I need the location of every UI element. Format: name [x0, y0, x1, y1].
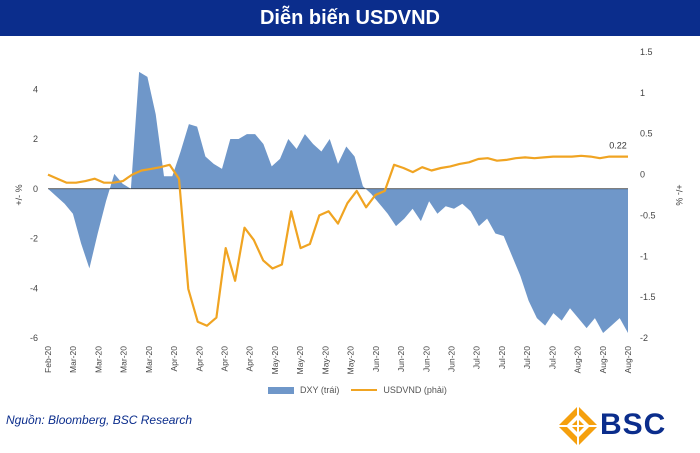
- y-right-tick-label: 0.5: [640, 129, 653, 139]
- x-tick-label: May-20: [295, 346, 305, 375]
- x-tick-label: Mar-20: [144, 346, 154, 373]
- x-tick-label: May-20: [346, 346, 356, 375]
- series-area-dxy: [48, 71, 628, 334]
- legend-label-dxy: DXY (trái): [300, 385, 340, 395]
- chart-title-bar: Diễn biến USDVND: [0, 0, 700, 36]
- x-tick-label: Jul-20: [497, 346, 507, 369]
- x-tick-label: Jul-20: [522, 346, 532, 369]
- legend-label-usdvnd: USDVND (phải): [383, 385, 447, 395]
- legend-item-dxy: DXY (trái): [268, 385, 339, 395]
- x-tick-label: Apr-20: [169, 346, 179, 372]
- y-right-tick-label: -1: [640, 251, 648, 261]
- x-tick-label: Mar-20: [93, 346, 103, 373]
- y-right-tick-label: -2: [640, 333, 648, 343]
- x-tick-label: Apr-20: [220, 346, 230, 372]
- x-tick-label: May-20: [320, 346, 330, 375]
- legend-item-usdvnd: USDVND (phải): [351, 385, 447, 395]
- chart-svg: 0.22 4 2 0 -2 -4 -6 1.5 1 0.5 0 -0.5 -1 -1.5 -2 +/- % +/…: [14, 47, 684, 375]
- legend: DXY (trái) USDVND (phải): [268, 383, 447, 397]
- y-right-tick-label: -0.5: [640, 210, 656, 220]
- y-left-tick-label: -4: [30, 283, 38, 293]
- y-right-axis-title: +/- %: [674, 184, 684, 205]
- x-tick-label: Jul-20: [547, 346, 557, 369]
- x-tick-label: Feb-20: [43, 346, 53, 373]
- series-line-usdvnd: [47, 154, 628, 327]
- x-tick-label: Jul-20: [472, 346, 482, 369]
- legend-swatch-usdvnd: [351, 389, 378, 391]
- x-tick-label: Aug-20: [623, 346, 633, 374]
- source-note: Nguồn: Bloomberg, BSC Research: [6, 413, 193, 427]
- y-left-tick-label: 0: [33, 184, 38, 194]
- y-right-tick-label: 1: [640, 88, 645, 98]
- data-label-usdvnd-last: 0.22: [609, 141, 627, 151]
- y-right-tick-label: 1.5: [640, 47, 653, 57]
- y-left-tick-label: 2: [33, 134, 38, 144]
- legend-swatch-dxy: [268, 386, 294, 394]
- chart-title: Diễn biến USDVND: [259, 7, 441, 29]
- x-tick-label: Jun-20: [421, 346, 431, 372]
- x-tick-label: Apr-20: [245, 346, 255, 372]
- y-right-tick-label: -1.5: [640, 292, 656, 302]
- y-right-tick-label: 0: [640, 170, 645, 180]
- x-tick-label: Jun-20: [446, 346, 456, 372]
- bsc-diamond-icon: [558, 406, 598, 446]
- y-left-tick-label: -2: [30, 234, 38, 244]
- y-left-tick-label: 4: [33, 84, 38, 94]
- y-left-axis-title: +/- %: [14, 184, 24, 205]
- bsc-logo: BSC: [556, 404, 700, 448]
- x-tick-label: May-20: [270, 346, 280, 375]
- x-tick-label: Jun-20: [371, 346, 381, 372]
- chart-area: 0.22 4 2 0 -2 -4 -6 1.5 1 0.5 0 -0.5 -1 -1.5 -2 +/- % +/…: [0, 36, 700, 400]
- x-tick-label: Apr-20: [194, 346, 204, 372]
- x-tick-label: Mar-20: [68, 346, 78, 373]
- x-tick-label: Jun-20: [396, 346, 406, 372]
- y-left-tick-label: -6: [30, 333, 38, 343]
- x-tick-label: Mar-20: [119, 346, 129, 373]
- x-tick-label: Aug-20: [573, 346, 583, 374]
- logo-text: BSC: [600, 408, 667, 441]
- x-tick-label: Aug-20: [598, 346, 608, 374]
